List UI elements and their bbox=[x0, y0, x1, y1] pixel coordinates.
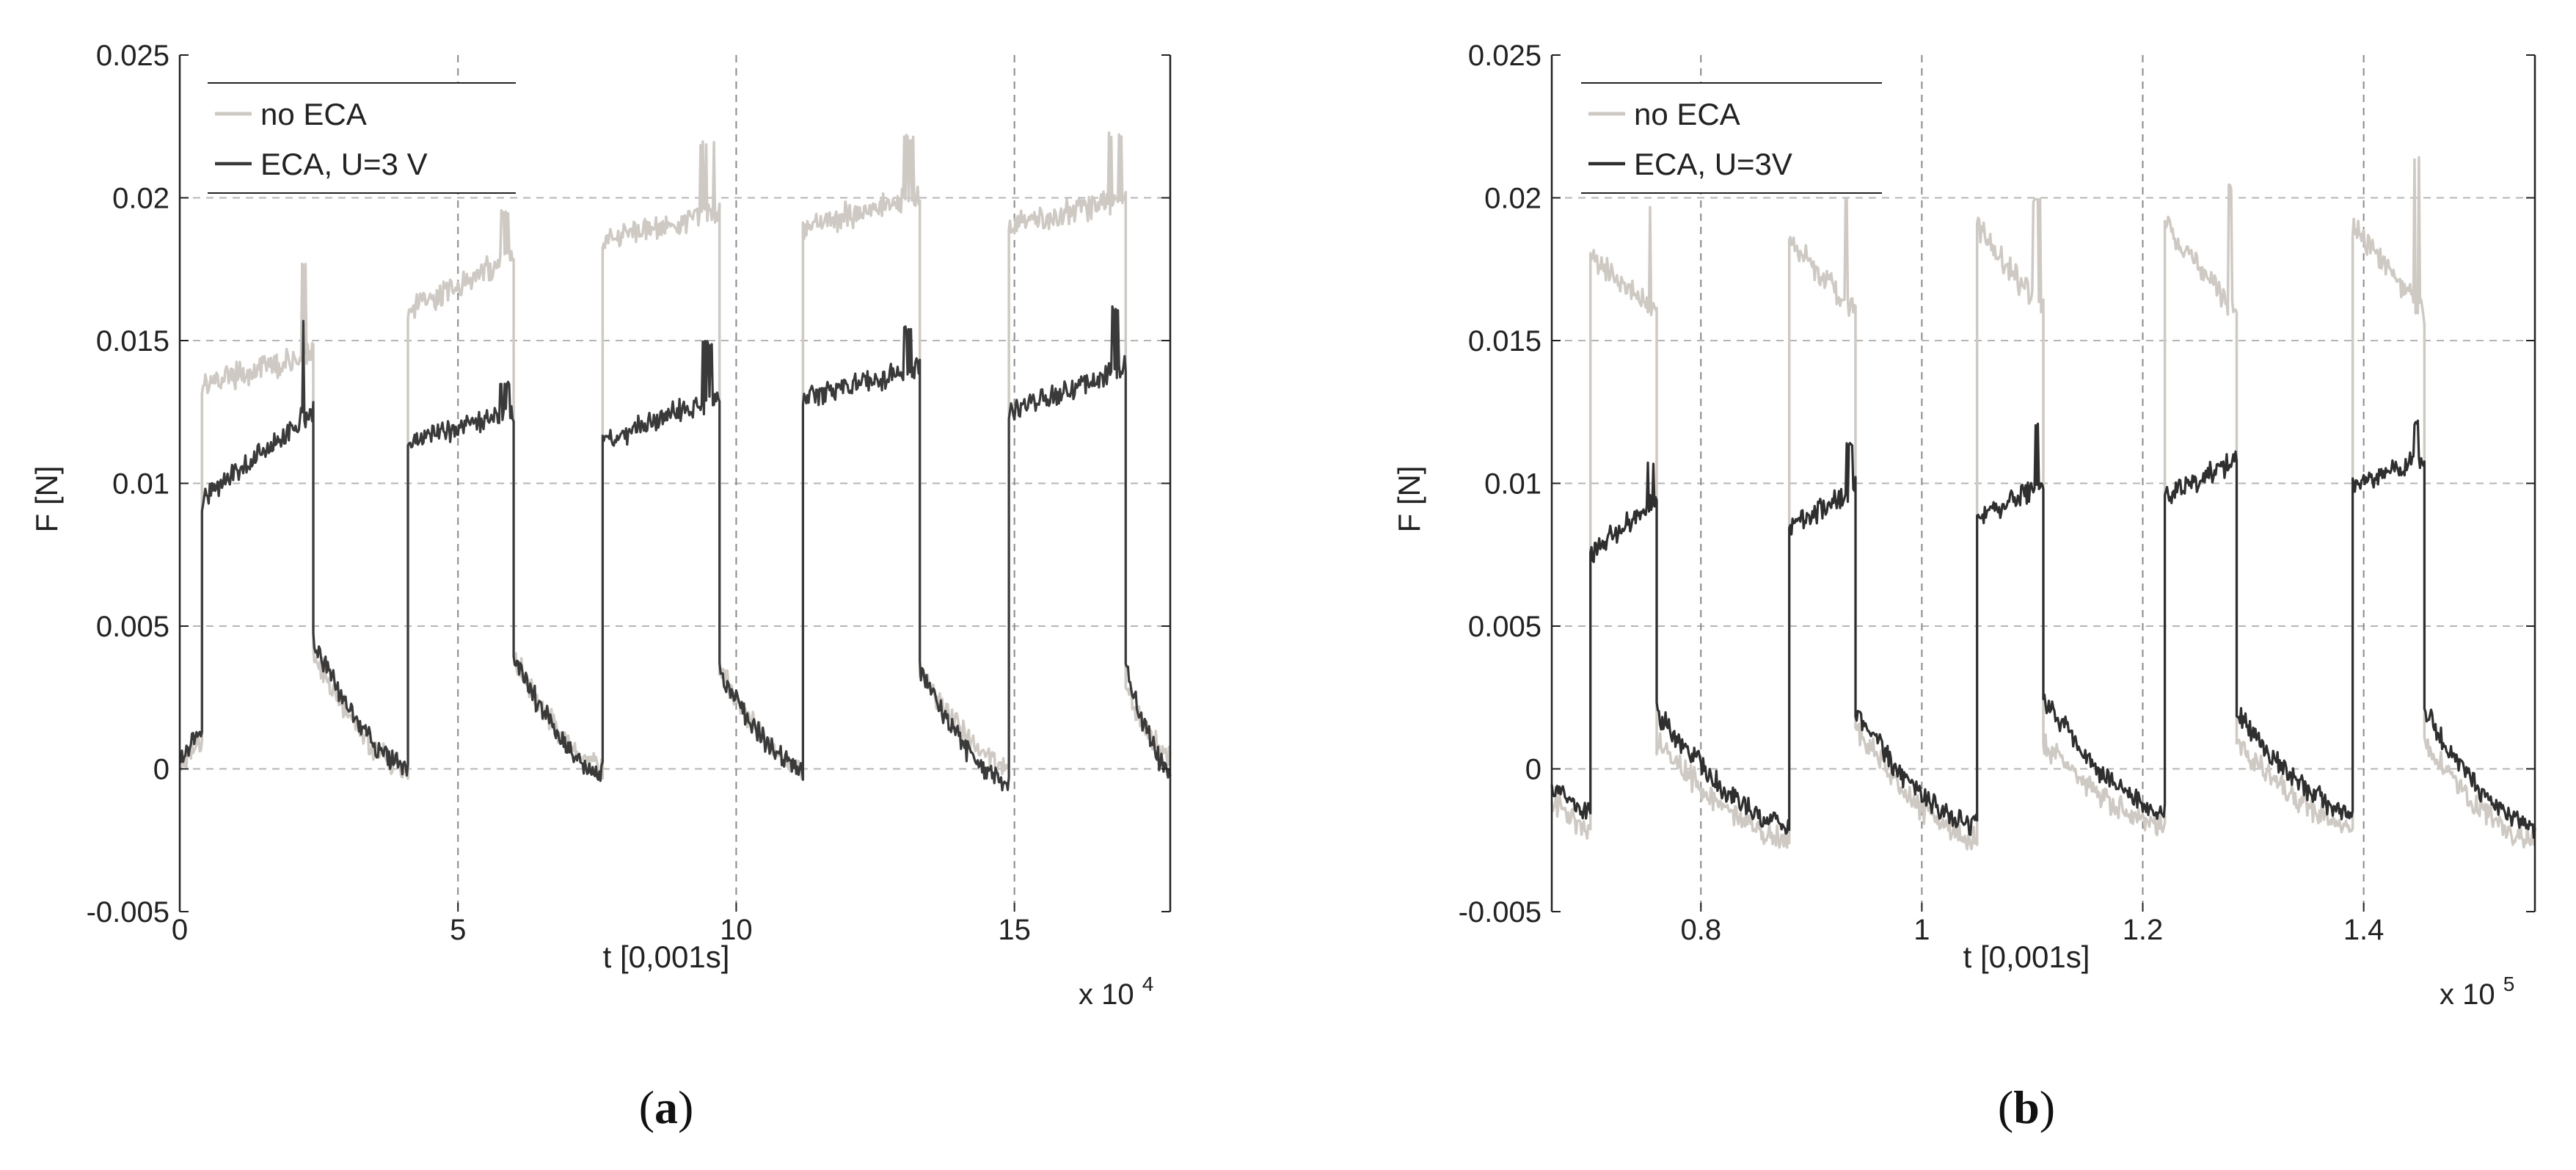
panel-b-x-tick-label: 1 bbox=[1913, 914, 1930, 946]
panel-a-letter: a bbox=[654, 1081, 678, 1133]
panel-b-y-tick-label: 0.025 bbox=[1468, 40, 1541, 72]
panel-a-x-multiplier-base: x 10 bbox=[1079, 978, 1134, 1011]
panel-a-y-tick-label: 0.01 bbox=[112, 468, 169, 501]
panel-b-letter: b bbox=[2013, 1081, 2040, 1133]
panel-b-label: (b) bbox=[1998, 1081, 2055, 1133]
panel-b-y-tick-label: 0 bbox=[1525, 754, 1541, 786]
panel-b-series-line-no-eca bbox=[1550, 156, 2536, 851]
panel-b-chart: -0.005 0 0.005 0.01 0.015 0.02 0.025 0.8 1 1.2 1.4… bbox=[1392, 40, 2536, 1133]
panel-a-y-tick-label: 0.02 bbox=[112, 183, 169, 215]
panel-a-x-tick-label: 5 bbox=[450, 914, 466, 946]
panel-b-legend-box bbox=[1581, 83, 1882, 193]
panel-b-y-tick-label: 0.02 bbox=[1484, 183, 1541, 215]
panel-b-legend-label-no-eca: no ECA bbox=[1634, 97, 1740, 131]
panel-b-x-multiplier: x 10 5 bbox=[2440, 973, 2514, 1011]
panel-a-x-tick-label: 15 bbox=[998, 914, 1031, 946]
panel-a-label: (a) bbox=[639, 1081, 694, 1133]
panel-a-grid bbox=[180, 55, 1170, 912]
panel-a-x-tick-label: 0 bbox=[172, 914, 188, 946]
panel-a-x-tick-label: 10 bbox=[720, 914, 753, 946]
panel-a-series-line-eca bbox=[179, 305, 1172, 792]
panel-b-series-layer bbox=[1550, 156, 2536, 851]
panel-b-axes: -0.005 0 0.005 0.01 0.015 0.02 0.025 0.8 1 1.2 1.4 bbox=[1459, 40, 2536, 946]
panel-b-y-tick-label: 0.005 bbox=[1468, 611, 1541, 643]
panel-b-y-tick-label: -0.005 bbox=[1459, 896, 1541, 929]
panel-a-legend: no ECA ECA, U=3 V bbox=[208, 82, 516, 194]
panel-b-x-tick-label: 1.2 bbox=[2123, 914, 2164, 946]
panel-b-y-axis-label: F [N] bbox=[1392, 466, 1426, 533]
panel-a-y-tick-label: 0.015 bbox=[96, 325, 169, 357]
panel-b-x-tick-label: 1.4 bbox=[2343, 914, 2385, 946]
panel-b-legend: no ECA ECA, U=3V bbox=[1581, 82, 1882, 194]
panel-b-x-axis-label: t [0,001s] bbox=[1963, 940, 2090, 974]
panel-a-legend-box bbox=[208, 83, 516, 193]
panel-b-y-tick-label: 0.015 bbox=[1468, 325, 1541, 357]
panel-b-x-tick-label: 0.8 bbox=[1680, 914, 1721, 946]
panel-a-x-axis-label: t [0,001s] bbox=[603, 940, 730, 974]
panel-b-y-tick-label: 0.01 bbox=[1484, 468, 1541, 501]
panel-a-x-multiplier: x 10 4 bbox=[1079, 973, 1153, 1011]
panel-a-y-tick-label: -0.005 bbox=[87, 896, 169, 929]
panel-a-y-tick-label: 0.005 bbox=[96, 611, 169, 643]
panel-b-legend-label-eca: ECA, U=3V bbox=[1634, 147, 1792, 181]
panel-a-y-tick-label: 0 bbox=[153, 754, 169, 786]
panel-b-x-multiplier-exponent: 5 bbox=[2503, 973, 2515, 995]
panel-a-series-line-no-eca bbox=[179, 131, 1172, 780]
panel-a-x-multiplier-exponent: 4 bbox=[1142, 973, 1154, 995]
panel-b-x-multiplier-base: x 10 bbox=[2440, 978, 2495, 1011]
panel-a-series-layer bbox=[179, 131, 1172, 792]
panel-a-y-axis-label: F [N] bbox=[29, 466, 64, 533]
panel-b-series-line-eca bbox=[1550, 419, 2536, 839]
panel-a-legend-label-eca: ECA, U=3 V bbox=[260, 147, 428, 181]
panel-a-y-tick-label: 0.025 bbox=[96, 40, 169, 72]
panel-a-legend-label-no-eca: no ECA bbox=[260, 97, 367, 131]
